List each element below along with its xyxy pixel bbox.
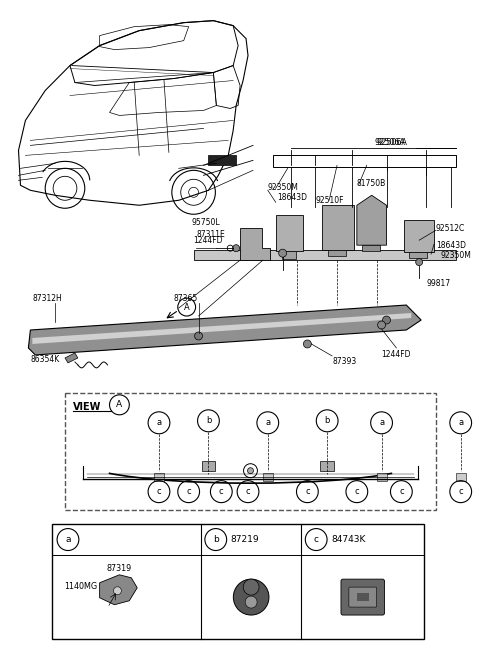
FancyBboxPatch shape: [349, 587, 377, 607]
Text: c: c: [246, 487, 251, 496]
Text: c: c: [355, 487, 359, 496]
Text: 87312H: 87312H: [32, 294, 62, 302]
Text: c: c: [186, 487, 191, 496]
Circle shape: [194, 332, 203, 340]
Text: a: a: [458, 419, 463, 427]
Text: 1140MG: 1140MG: [64, 583, 97, 591]
Text: 84743K: 84743K: [331, 535, 365, 544]
Text: 92510F: 92510F: [315, 195, 344, 205]
FancyBboxPatch shape: [282, 251, 296, 259]
Text: 1244FD: 1244FD: [193, 236, 223, 245]
Text: 1244FD: 1244FD: [382, 350, 411, 359]
FancyBboxPatch shape: [328, 250, 346, 256]
FancyBboxPatch shape: [404, 220, 434, 252]
Polygon shape: [193, 250, 456, 260]
Circle shape: [383, 316, 390, 324]
Circle shape: [378, 321, 385, 329]
Text: c: c: [156, 487, 161, 496]
Text: 87393: 87393: [332, 358, 356, 367]
Text: VIEW: VIEW: [73, 402, 101, 412]
FancyBboxPatch shape: [341, 579, 384, 615]
Text: 92506A: 92506A: [377, 138, 408, 147]
Text: 87311E: 87311E: [197, 230, 225, 239]
Text: a: a: [379, 419, 384, 427]
Text: A: A: [116, 400, 122, 409]
FancyBboxPatch shape: [263, 473, 273, 481]
Circle shape: [245, 596, 257, 608]
Polygon shape: [357, 195, 386, 245]
Polygon shape: [240, 228, 270, 260]
Circle shape: [416, 258, 422, 266]
Text: b: b: [213, 535, 219, 544]
Text: 92506A: 92506A: [375, 138, 406, 147]
Text: 99817: 99817: [426, 279, 450, 287]
Text: a: a: [156, 419, 162, 427]
FancyBboxPatch shape: [154, 473, 164, 481]
Text: b: b: [206, 417, 211, 425]
FancyBboxPatch shape: [409, 252, 427, 258]
Text: 81750B: 81750B: [357, 179, 386, 188]
Circle shape: [233, 579, 269, 615]
Text: 87365: 87365: [174, 294, 198, 302]
Circle shape: [248, 468, 253, 474]
Text: c: c: [314, 535, 319, 544]
FancyBboxPatch shape: [362, 245, 380, 251]
Circle shape: [243, 579, 259, 595]
Polygon shape: [32, 313, 411, 344]
Text: 87319: 87319: [107, 564, 132, 573]
Text: c: c: [305, 487, 310, 496]
Text: 92512C: 92512C: [436, 224, 465, 233]
FancyBboxPatch shape: [377, 473, 386, 481]
FancyBboxPatch shape: [202, 461, 216, 471]
Text: 92350M: 92350M: [441, 251, 472, 260]
FancyBboxPatch shape: [276, 215, 303, 251]
Polygon shape: [28, 305, 421, 355]
FancyBboxPatch shape: [357, 593, 369, 601]
Text: A: A: [184, 302, 190, 312]
Text: 18643D: 18643D: [278, 193, 308, 202]
Polygon shape: [100, 575, 137, 605]
Circle shape: [233, 245, 240, 252]
FancyBboxPatch shape: [322, 205, 354, 250]
Text: a: a: [265, 419, 270, 427]
Text: b: b: [324, 417, 330, 425]
Text: 87219: 87219: [230, 535, 259, 544]
Text: 18643D: 18643D: [436, 241, 466, 250]
Text: c: c: [458, 487, 463, 496]
Polygon shape: [65, 353, 78, 363]
Circle shape: [113, 586, 121, 595]
Text: c: c: [219, 487, 224, 496]
Text: 92350M: 92350M: [268, 183, 299, 192]
Circle shape: [279, 249, 287, 257]
Text: a: a: [65, 535, 71, 544]
Bar: [208, 155, 236, 165]
Text: 95750L: 95750L: [192, 218, 220, 227]
Text: 86354K: 86354K: [30, 356, 60, 365]
FancyBboxPatch shape: [320, 461, 334, 471]
FancyBboxPatch shape: [456, 473, 466, 481]
Circle shape: [303, 340, 312, 348]
Bar: [273, 155, 456, 167]
Text: c: c: [399, 487, 404, 496]
